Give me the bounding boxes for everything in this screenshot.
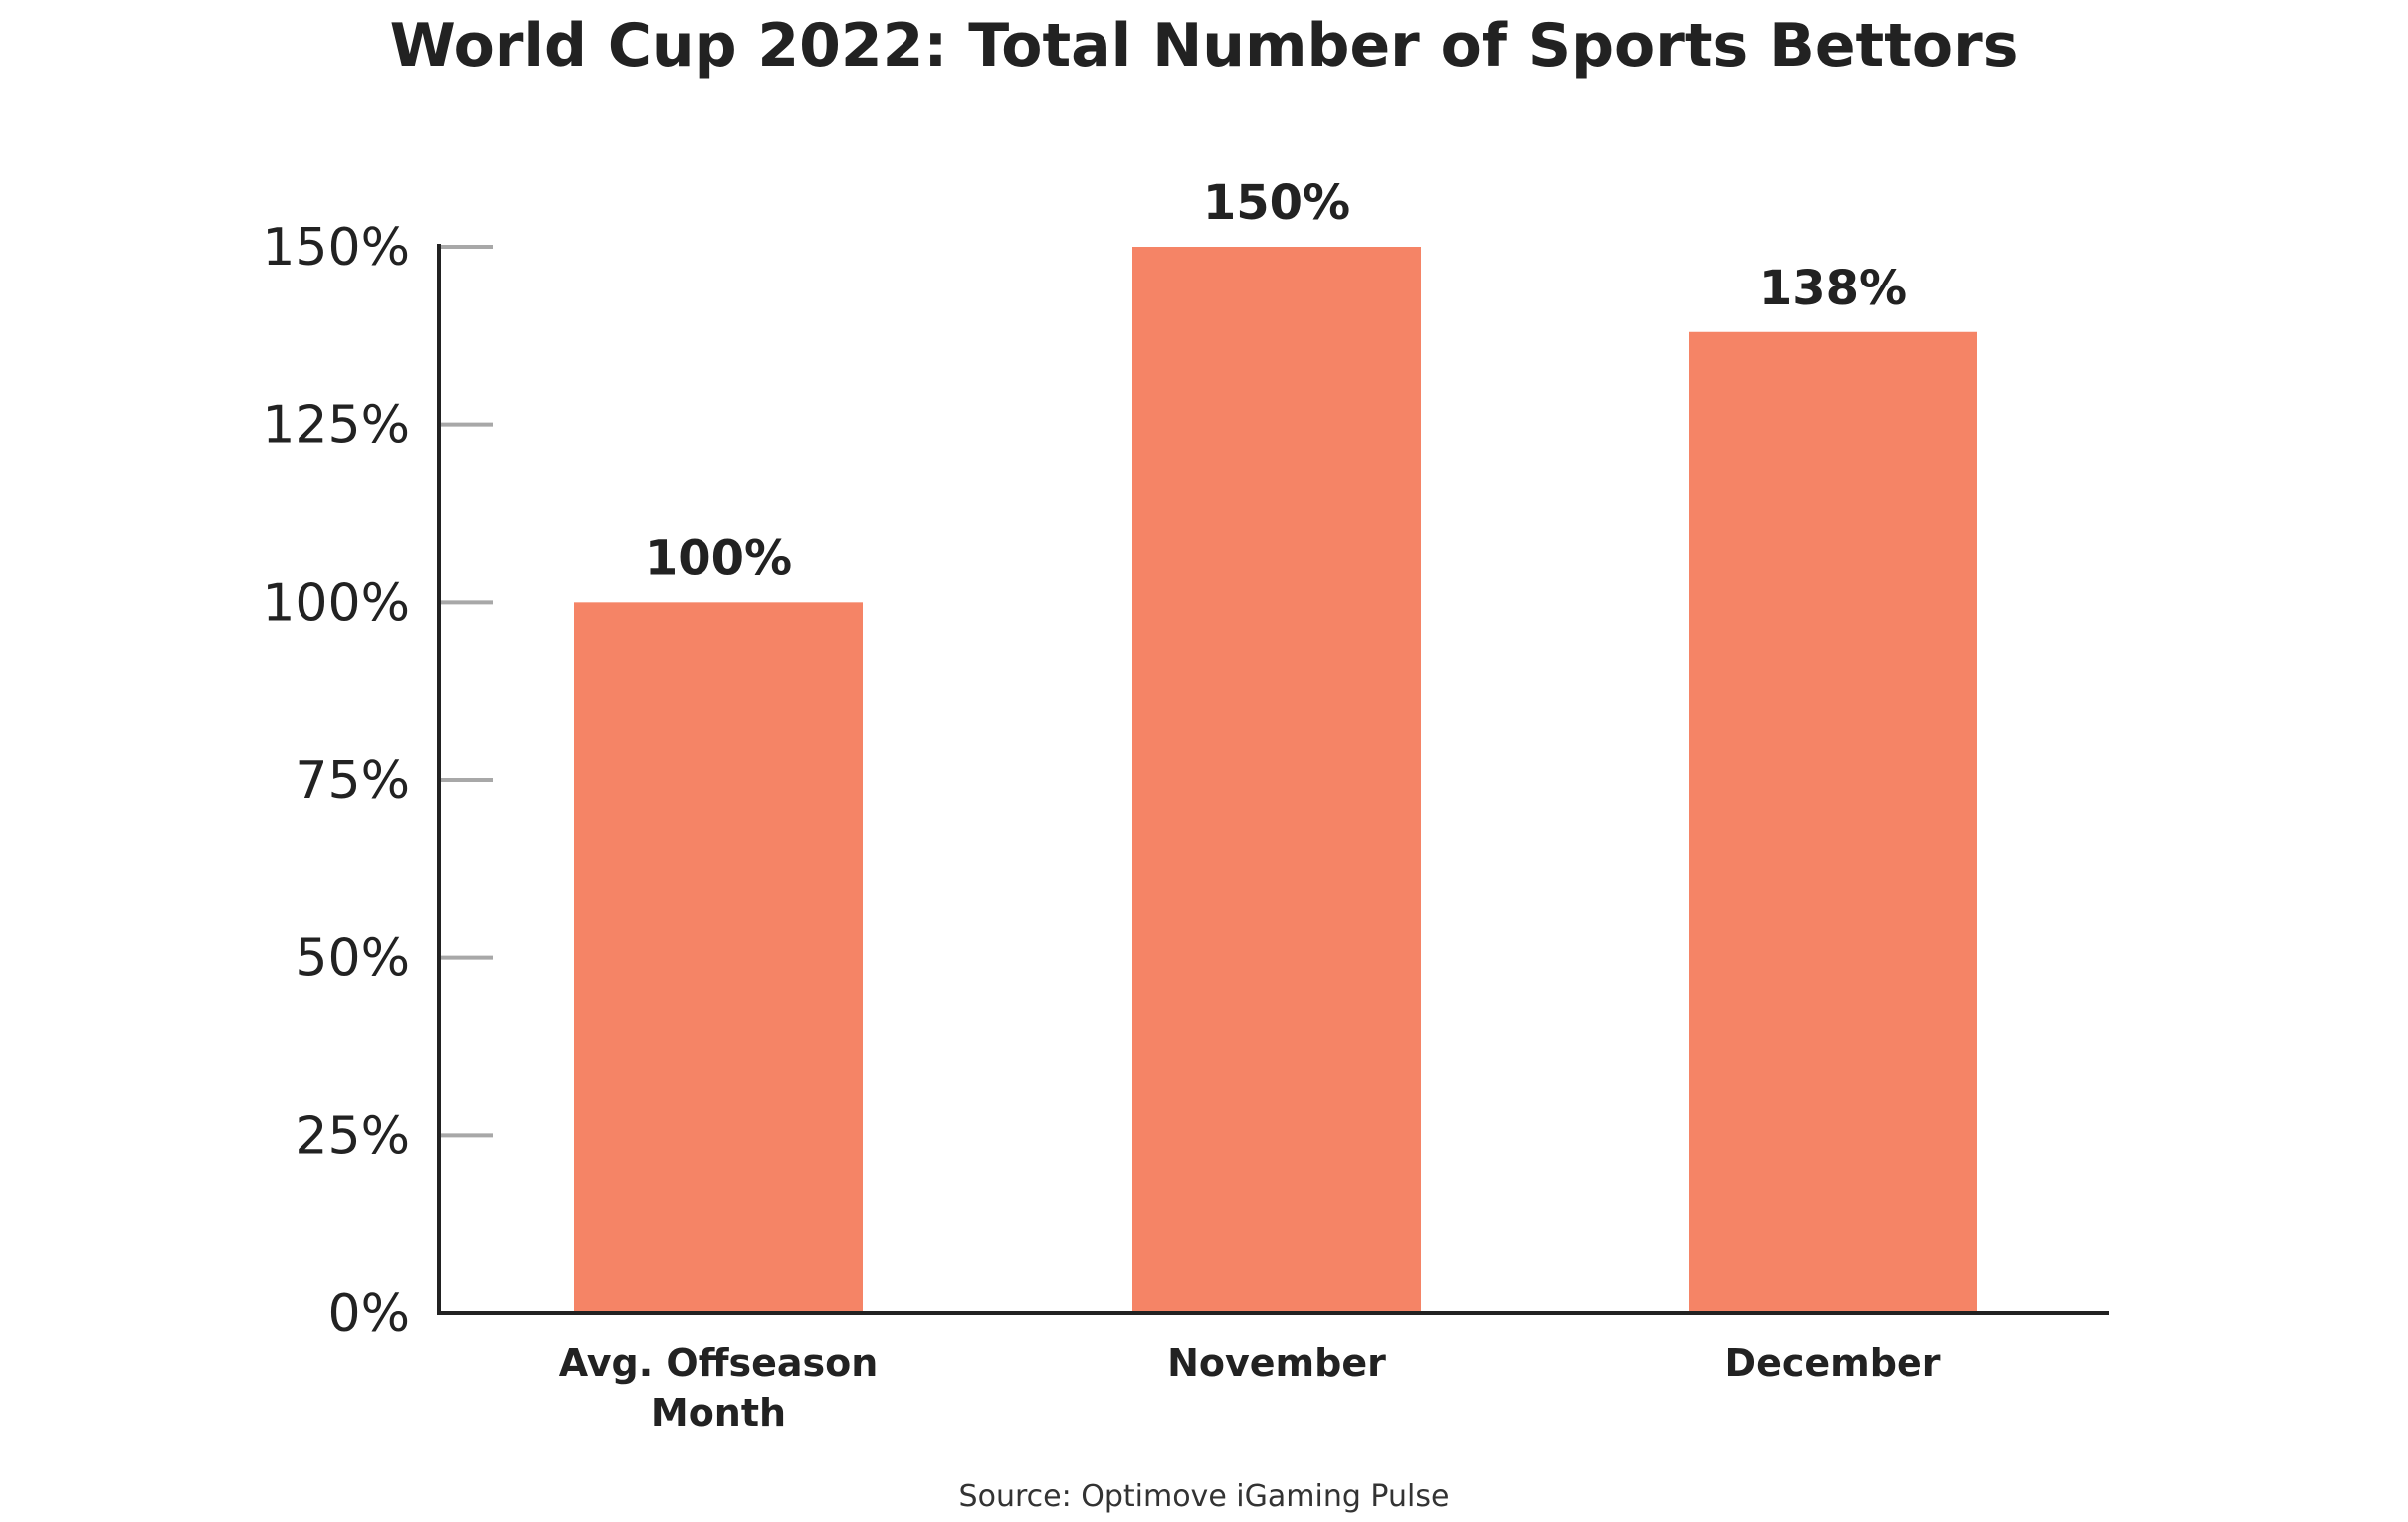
y-tick-label: 0% (328, 1284, 411, 1344)
bar (1689, 331, 1977, 1313)
category-label: December (1725, 1341, 1941, 1385)
bar (1132, 247, 1421, 1313)
bar-value-label: 100% (645, 530, 792, 586)
value-labels: 100% 150% 138% (645, 175, 1906, 586)
y-axis-ticks: 0% 25% 50% 75% 100% 125% 150% (262, 218, 493, 1344)
category-label: Avg. Offseason (559, 1341, 879, 1385)
y-tick-label: 150% (262, 218, 410, 278)
category-label: Month (651, 1391, 786, 1434)
bars (574, 247, 1977, 1313)
source-note: Source: Optimove iGaming Pulse (958, 1479, 1450, 1514)
y-tick-label: 50% (295, 929, 410, 989)
chart-title: World Cup 2022: Total Number of Sports B… (389, 11, 2019, 81)
bar-value-label: 150% (1203, 175, 1350, 231)
bar-value-label: 138% (1759, 261, 1906, 316)
bar (574, 602, 863, 1313)
category-labels: Avg. Offseason Month November December (559, 1341, 1941, 1434)
y-tick-label: 125% (262, 396, 410, 456)
y-tick-label: 75% (295, 751, 410, 811)
y-tick-label: 100% (262, 573, 410, 633)
y-tick-label: 25% (295, 1106, 410, 1166)
category-label: November (1167, 1341, 1386, 1385)
